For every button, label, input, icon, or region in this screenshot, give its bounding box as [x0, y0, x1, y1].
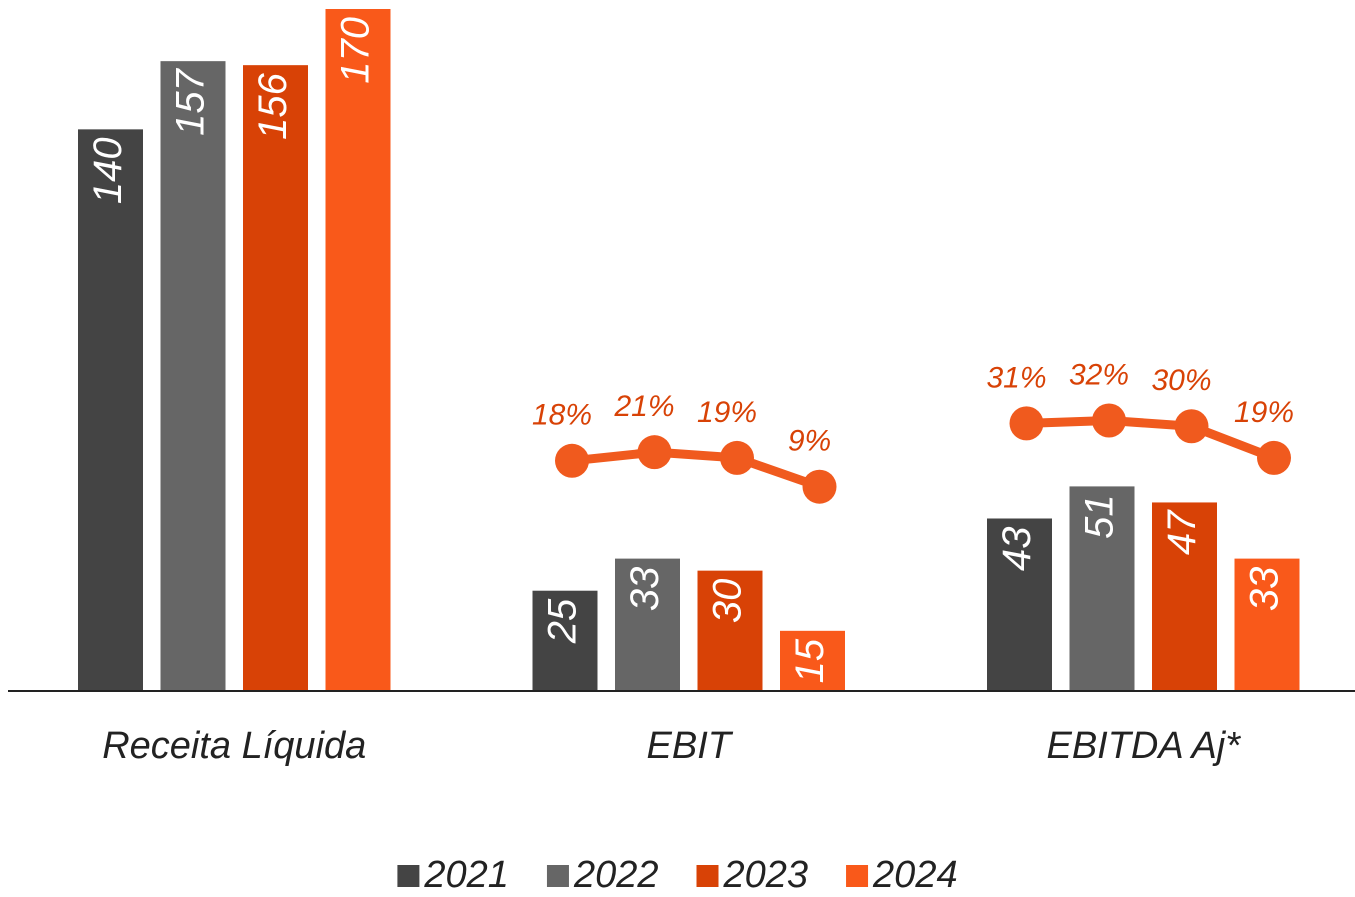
- bar: [987, 518, 1052, 691]
- bar: [160, 61, 226, 691]
- margin-label: 21%: [613, 390, 674, 423]
- bar-value-label: 15: [788, 638, 832, 683]
- legend-swatch: [546, 865, 569, 887]
- legend-swatch: [397, 865, 420, 887]
- margin-line: [1026, 416, 1276, 463]
- x-tick-label: EBIT: [647, 725, 734, 767]
- margin-label: 32%: [1069, 358, 1129, 391]
- legend-swatch: [696, 865, 719, 887]
- bar: [1152, 502, 1217, 691]
- bar-value-label: 157: [169, 67, 213, 135]
- margin-line: [571, 447, 821, 491]
- bar-value-label: 170: [334, 17, 378, 84]
- x-tick-label: EBITDA Aj*: [1046, 725, 1241, 767]
- margin-label: 18%: [532, 399, 592, 432]
- legend-label: 2024: [872, 854, 958, 892]
- bar: [780, 630, 845, 691]
- bar: [1069, 486, 1135, 691]
- margin-point: [802, 469, 837, 504]
- bar-value-label: 33: [1243, 567, 1287, 612]
- bar: [325, 9, 391, 691]
- margin-point: [1174, 409, 1209, 444]
- bar-value-label: 25: [541, 598, 585, 644]
- bar-value-label: 51: [1078, 494, 1122, 539]
- bar-value-label: 47: [1160, 509, 1204, 555]
- margin-point: [1009, 406, 1044, 441]
- bar-value-label: 30: [706, 579, 750, 624]
- margin-label: 19%: [1234, 396, 1294, 429]
- margin-point: [1257, 440, 1291, 475]
- bar: [1234, 558, 1300, 691]
- margin-label: 30%: [1151, 364, 1211, 397]
- margin-point: [720, 440, 754, 475]
- x-tick-label: Receita Líquida: [102, 725, 366, 767]
- legend-label: 2023: [723, 854, 809, 892]
- margin-point: [555, 443, 589, 478]
- bar-value-label: 140: [86, 137, 130, 204]
- legend: 2021 2022 2023 2024: [397, 854, 958, 896]
- bar-value-label: 43: [995, 526, 1039, 571]
- legend-label: 2021: [423, 854, 509, 892]
- bar-value-label: 33: [623, 567, 667, 612]
- margin-point: [1092, 403, 1126, 438]
- bar: [78, 129, 143, 692]
- margin-label: 19%: [697, 396, 757, 429]
- bar-value-label: 156: [251, 72, 295, 139]
- bar: [615, 558, 680, 691]
- legend-label: 2022: [573, 854, 659, 892]
- bar: [243, 65, 308, 692]
- margin-label: 31%: [986, 361, 1046, 394]
- legend-swatch: [846, 865, 869, 887]
- bar: [697, 570, 763, 691]
- margin-point: [637, 435, 672, 470]
- margin-label: 9%: [788, 425, 831, 458]
- bar: [532, 590, 598, 691]
